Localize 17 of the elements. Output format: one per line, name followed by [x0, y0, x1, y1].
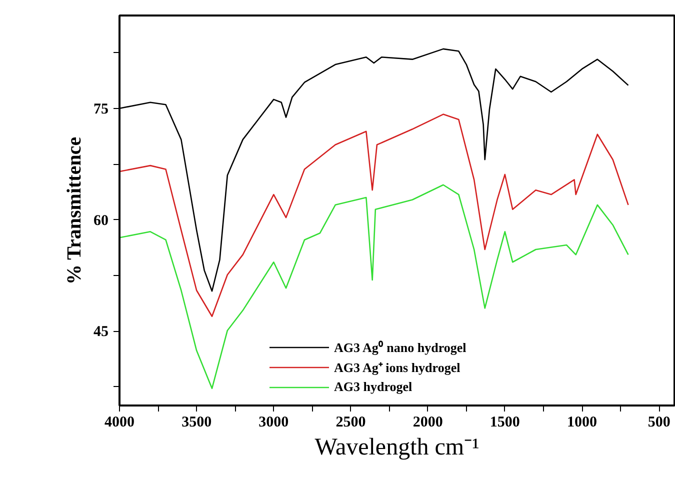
y-tick-label: 75 — [94, 101, 108, 118]
x-tick-label: 1000 — [567, 414, 597, 430]
x-tick-label: 2500 — [336, 414, 366, 430]
x-tick-label: 2000 — [412, 414, 443, 430]
x-tick-label: 1500 — [490, 414, 520, 430]
x-tick-label: 500 — [648, 414, 670, 430]
y-tick-label: 60 — [94, 212, 108, 229]
x-tick-label: 3000 — [258, 414, 289, 430]
legend-label: AG3 hydrogel — [334, 379, 412, 395]
y-tick-label: 45 — [94, 324, 108, 340]
x-axis-title: Wavelength cm⁻¹ — [314, 434, 480, 460]
legend-label: AG3 Ag⁰ nano hydrogel — [334, 339, 466, 356]
x-tick-label: 3500 — [182, 414, 212, 430]
line-series — [120, 114, 629, 318]
x-tick-label: 4000 — [104, 414, 134, 430]
y-axis-title: % Transmittence — [64, 136, 86, 284]
legend-label: AG3 Ag⁺ ions hydrogel — [334, 359, 460, 376]
